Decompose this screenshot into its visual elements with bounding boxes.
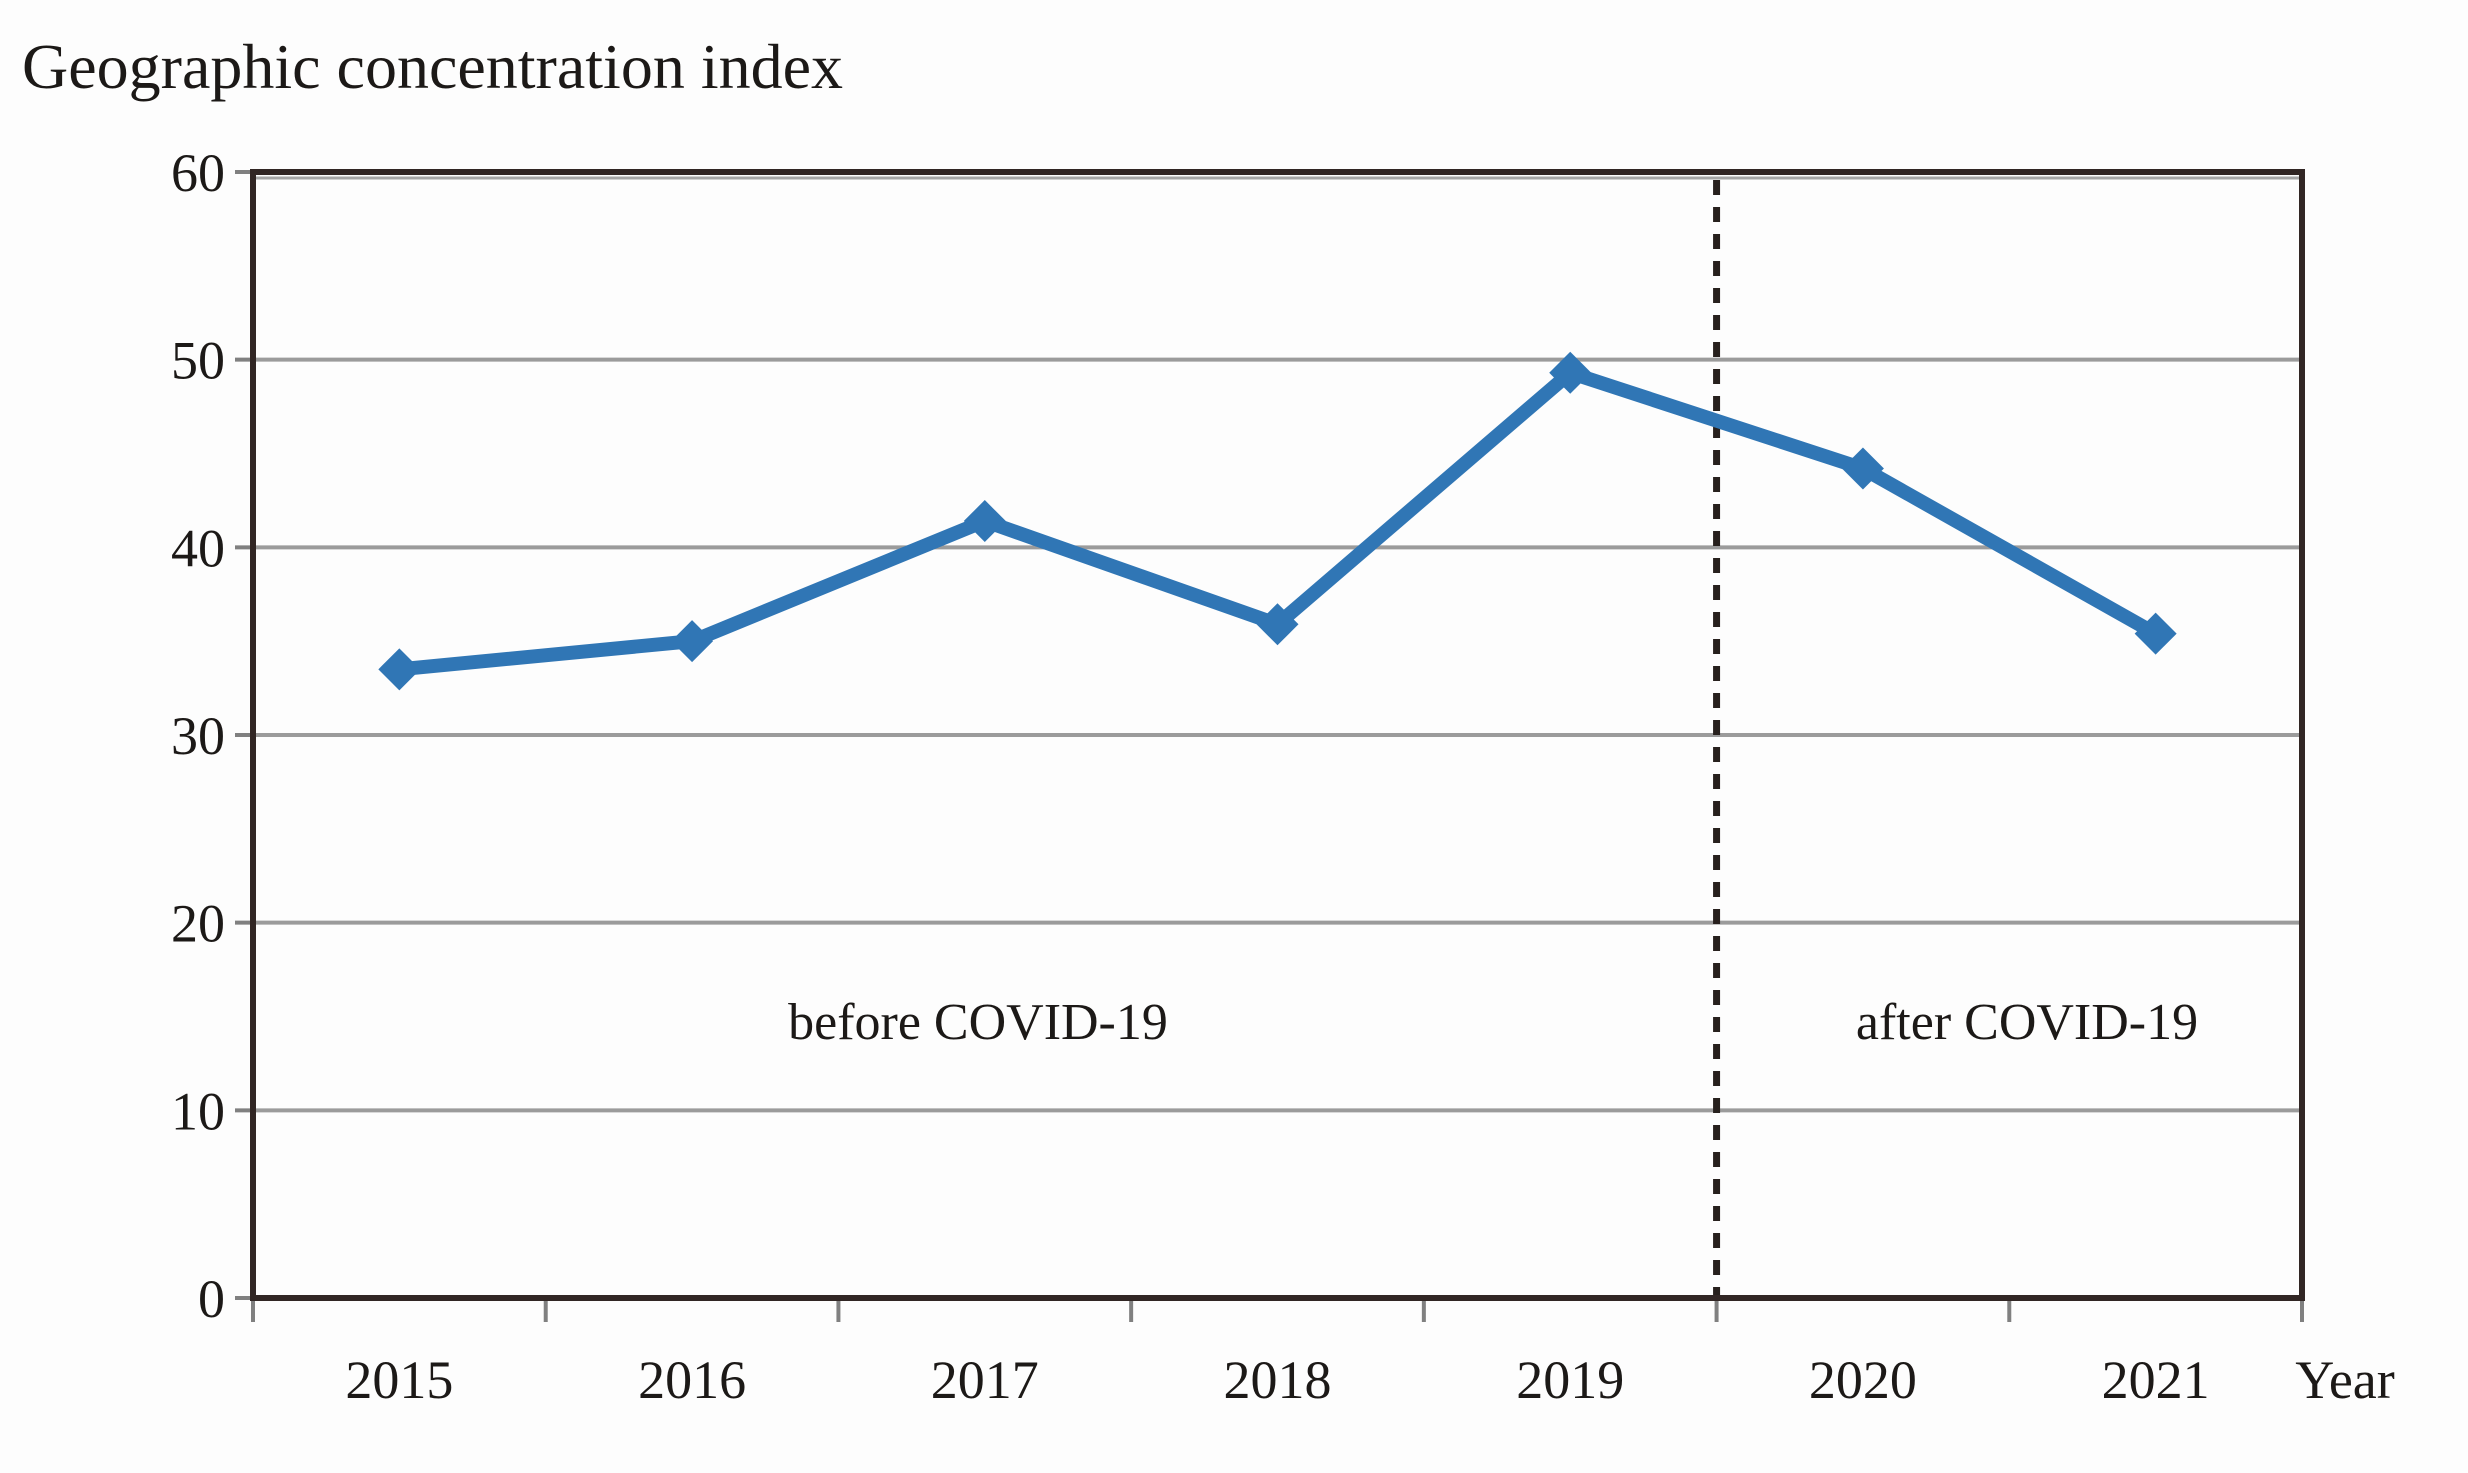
y-tick-label: 0 <box>198 1269 225 1329</box>
chart-title: Geographic concentration index <box>22 31 843 102</box>
y-tick-label: 20 <box>171 894 225 954</box>
x-tick-label: 2015 <box>345 1350 453 1410</box>
data-point-marker-2015 <box>378 648 421 691</box>
data-point-marker-2020 <box>1841 447 1884 490</box>
x-axis-title: Year <box>2295 1350 2395 1410</box>
plot-border <box>250 169 2305 1301</box>
y-tick-label: 50 <box>171 331 225 391</box>
plot-area: 0 10 20 30 40 50 60 2015 2016 2017 2018 2019 2020 202… <box>171 143 2305 1410</box>
x-tick-label: 2020 <box>1809 1350 1917 1410</box>
data-point-marker-2019 <box>1549 351 1592 394</box>
x-tick-label: 2018 <box>1224 1350 1332 1410</box>
y-tick-label: 60 <box>171 143 225 203</box>
annotation-after-covid: after COVID-19 <box>1856 994 2198 1051</box>
data-point-marker-2017 <box>963 500 1006 543</box>
annotation-before-covid: before COVID-19 <box>788 994 1168 1051</box>
data-point-marker-2016 <box>671 620 714 663</box>
x-tick-label: 2017 <box>931 1350 1039 1410</box>
x-tick-label: 2021 <box>2102 1350 2210 1410</box>
data-point-marker-2021 <box>2134 612 2177 655</box>
x-tick-label: 2016 <box>638 1350 746 1410</box>
y-tick-label: 30 <box>171 706 225 766</box>
x-tick-label: 2019 <box>1516 1350 1624 1410</box>
y-tick-label: 10 <box>171 1081 225 1141</box>
data-point-marker-2018 <box>1256 603 1299 646</box>
y-tick-label: 40 <box>171 518 225 578</box>
